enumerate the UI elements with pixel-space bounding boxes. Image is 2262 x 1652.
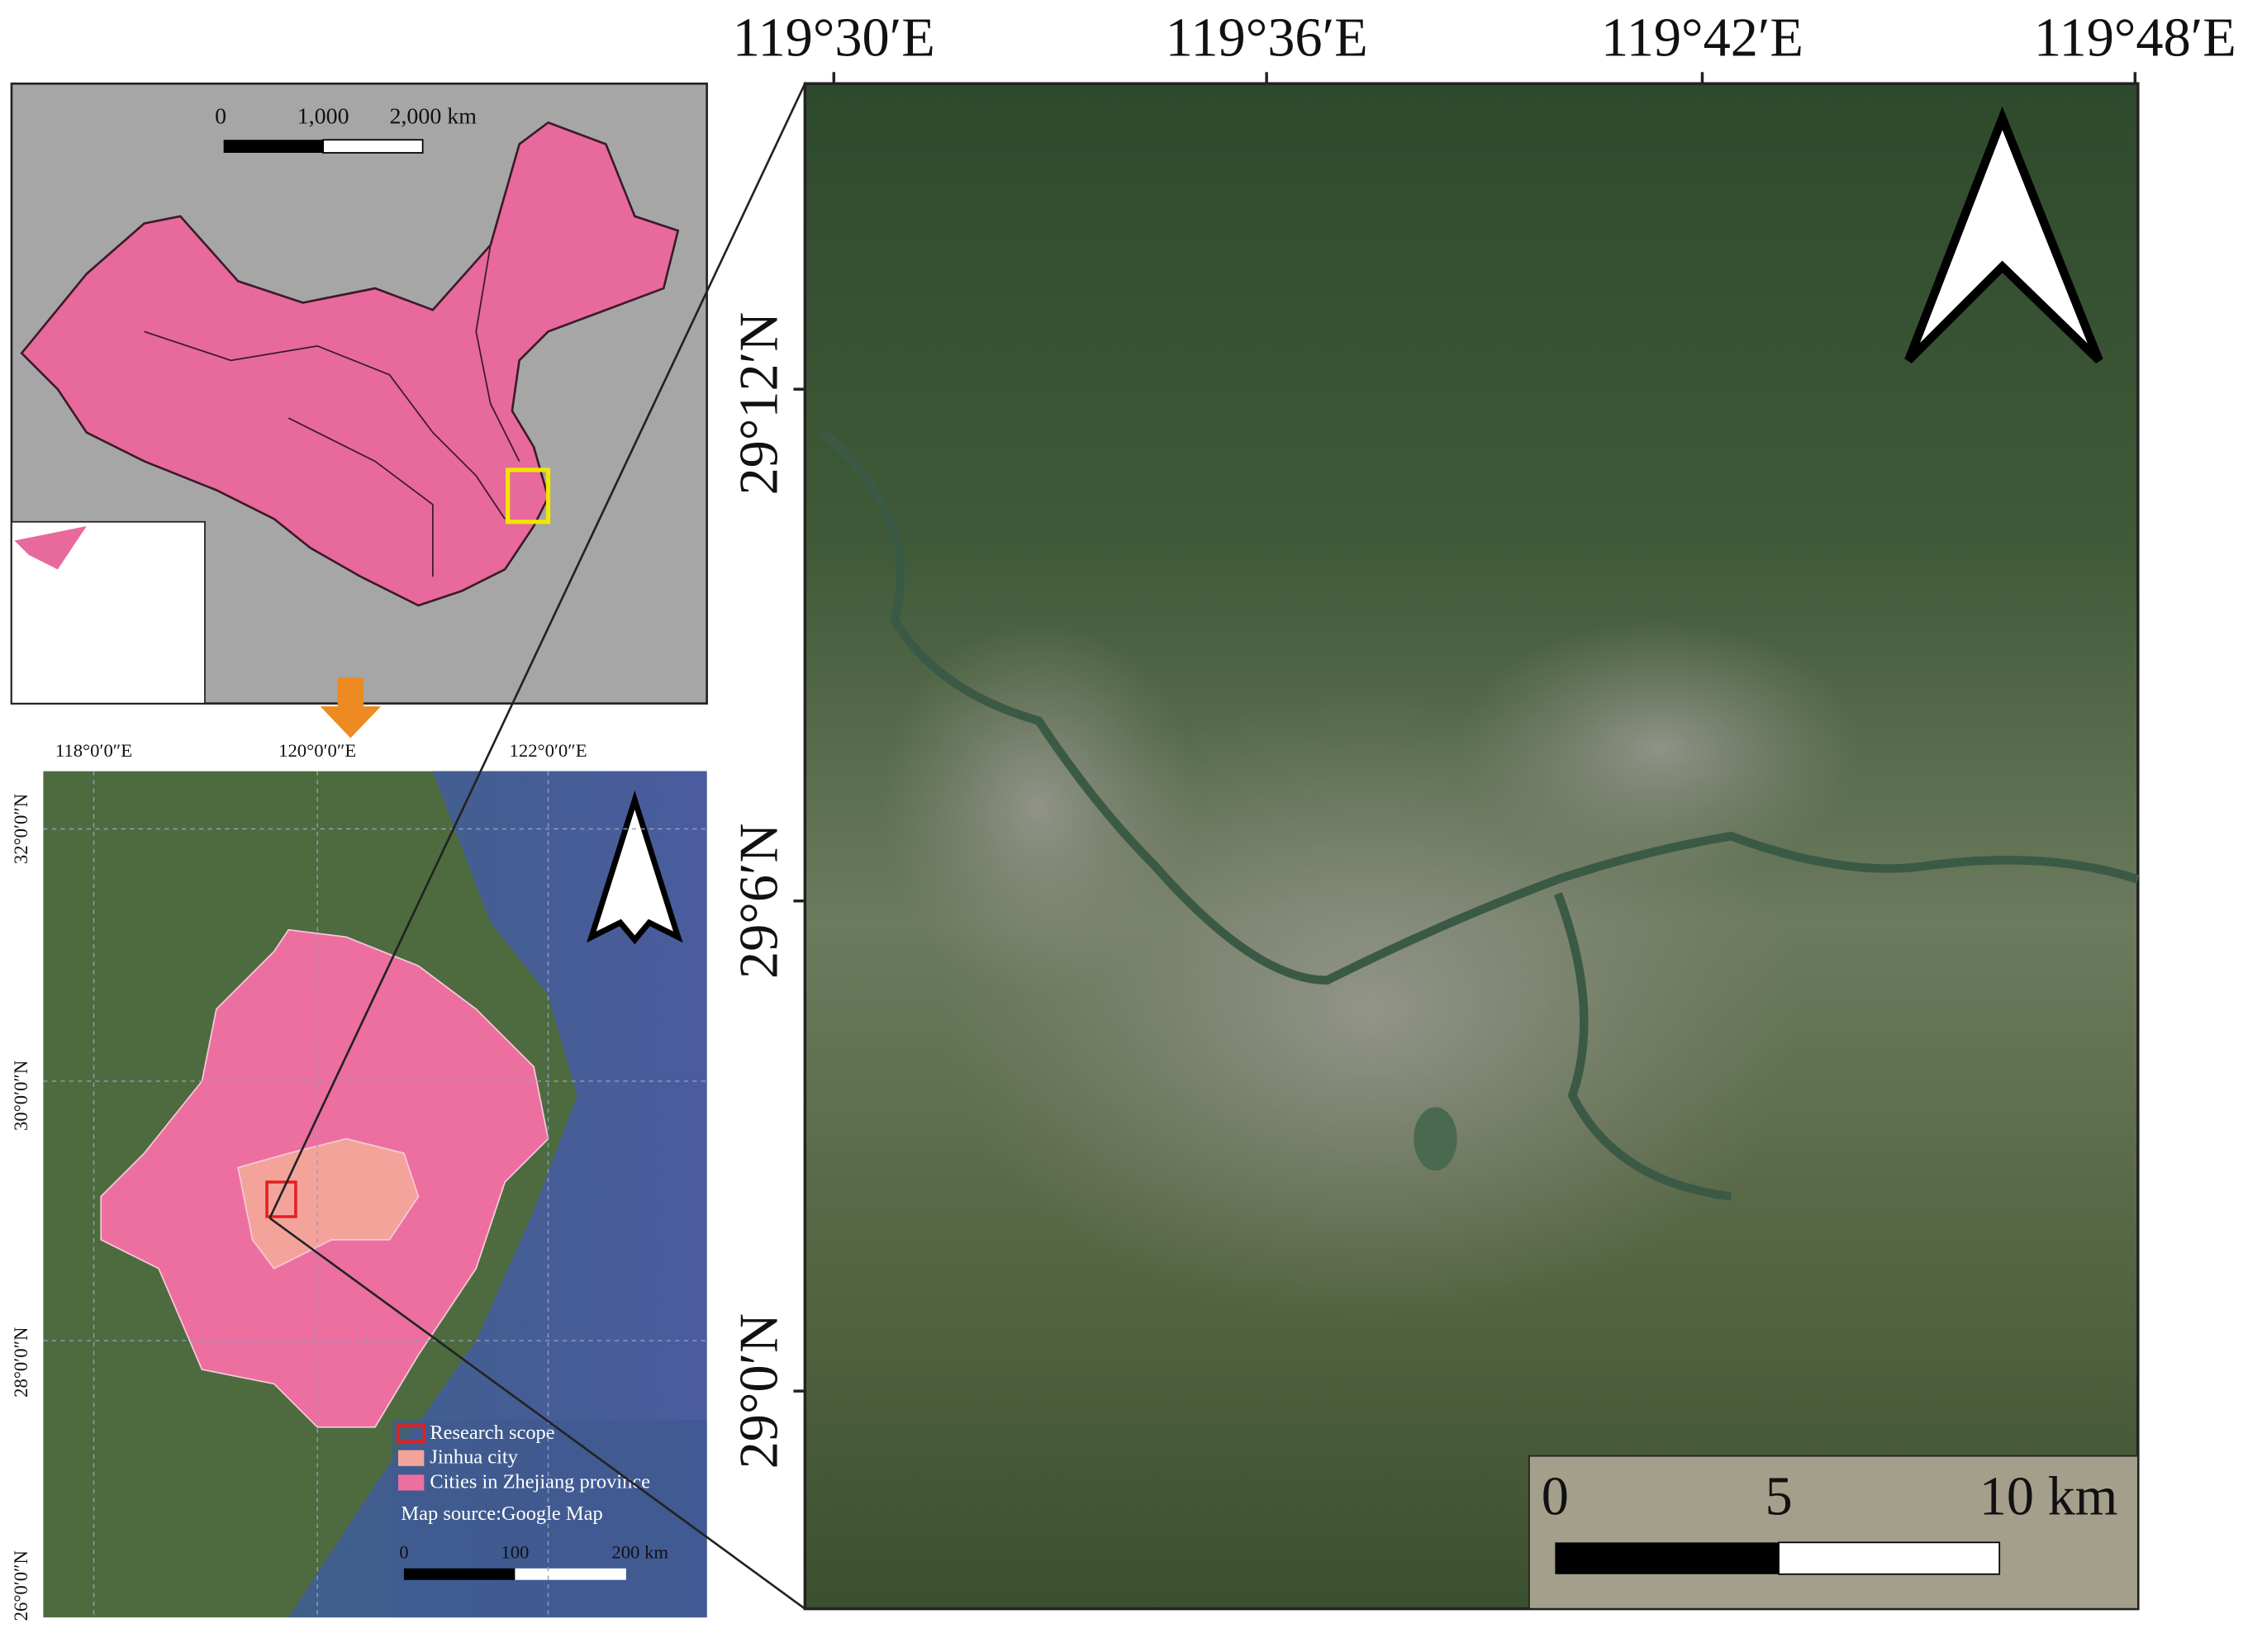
- north-arrow: [587, 790, 683, 945]
- scale-label: 0: [1542, 1467, 1569, 1527]
- legend-swatch: [397, 1474, 425, 1491]
- longitude-label: 118°0′0″E: [55, 740, 132, 761]
- sea: [288, 771, 707, 1618]
- longitude-label: 119°36′E: [1166, 8, 1368, 69]
- longitude-label: 119°48′E: [2034, 8, 2236, 69]
- research-scope: [265, 1180, 297, 1218]
- province-border: [144, 330, 506, 520]
- legend-label: Cities in Zhejiang province: [430, 1470, 650, 1493]
- province-border: [475, 244, 520, 462]
- latitude-label: 29°0′N: [729, 1313, 790, 1469]
- scale-label: 100: [501, 1542, 529, 1563]
- main-map: 0 5 10 km 119°30′E 119°36′E 119°42′E 119…: [729, 8, 2236, 1611]
- scale-box: [1528, 1455, 2139, 1610]
- scale-bar-black: [223, 140, 324, 153]
- urban-area: [1457, 620, 1861, 880]
- china-shape: [20, 121, 680, 607]
- legend-label: Research scope: [430, 1422, 554, 1444]
- scale-label: 200 km: [611, 1542, 668, 1563]
- longitude-label: 120°0′0″E: [278, 740, 356, 761]
- legend-box: [392, 1420, 707, 1618]
- legend-swatch: [397, 1424, 426, 1443]
- scale-label: 0: [215, 104, 226, 130]
- latitude-label: 29°6′N: [729, 824, 790, 979]
- scale-label: 2,000 km: [389, 104, 477, 130]
- zhejiang-map: Research scope Jinhua city Cities in Zhe…: [11, 740, 707, 1621]
- scale-bar-white: [322, 139, 424, 154]
- china-map: 0 1,000 2,000 km: [10, 82, 708, 705]
- lake: [1414, 1107, 1457, 1171]
- tick-marks: [793, 72, 2137, 1393]
- latitude-label: 29°12′N: [729, 312, 790, 496]
- latitude-label: 26°0′0″N: [11, 1550, 31, 1621]
- graticule: [43, 771, 707, 1618]
- scale-bar-black: [403, 1568, 516, 1580]
- latitude-label: 28°0′0″N: [11, 1327, 31, 1398]
- longitude-label: 119°30′E: [733, 8, 935, 69]
- scale-bar-black: [1555, 1542, 1780, 1574]
- legend-label: Jinhua city: [430, 1446, 518, 1469]
- province-border: [288, 417, 434, 577]
- latitude-label: 30°0′0″N: [11, 1061, 31, 1131]
- north-arrow: [1904, 106, 2103, 364]
- scale-label: 0: [399, 1542, 408, 1563]
- down-arrow: [320, 677, 381, 738]
- river: [819, 429, 2140, 1201]
- zhejiang-highlight: [506, 468, 551, 525]
- latitude-label: 32°0′0″N: [11, 794, 31, 864]
- longitude-label: 119°42′E: [1601, 8, 1803, 69]
- legend-swatch: [397, 1450, 425, 1466]
- longitude-label: 122°0′0″E: [510, 740, 587, 761]
- scale-bar-white: [1778, 1541, 2001, 1575]
- scale-bar-white: [515, 1568, 626, 1580]
- scale-label: 5: [1765, 1467, 1792, 1527]
- connector-line: [268, 83, 806, 1219]
- scale-label: 1,000: [297, 104, 349, 130]
- scale-label: 10 km: [1979, 1467, 2118, 1527]
- connector-line: [268, 1217, 806, 1610]
- map-source: Map source:Google Map: [401, 1502, 602, 1525]
- urban-area: [880, 620, 1198, 995]
